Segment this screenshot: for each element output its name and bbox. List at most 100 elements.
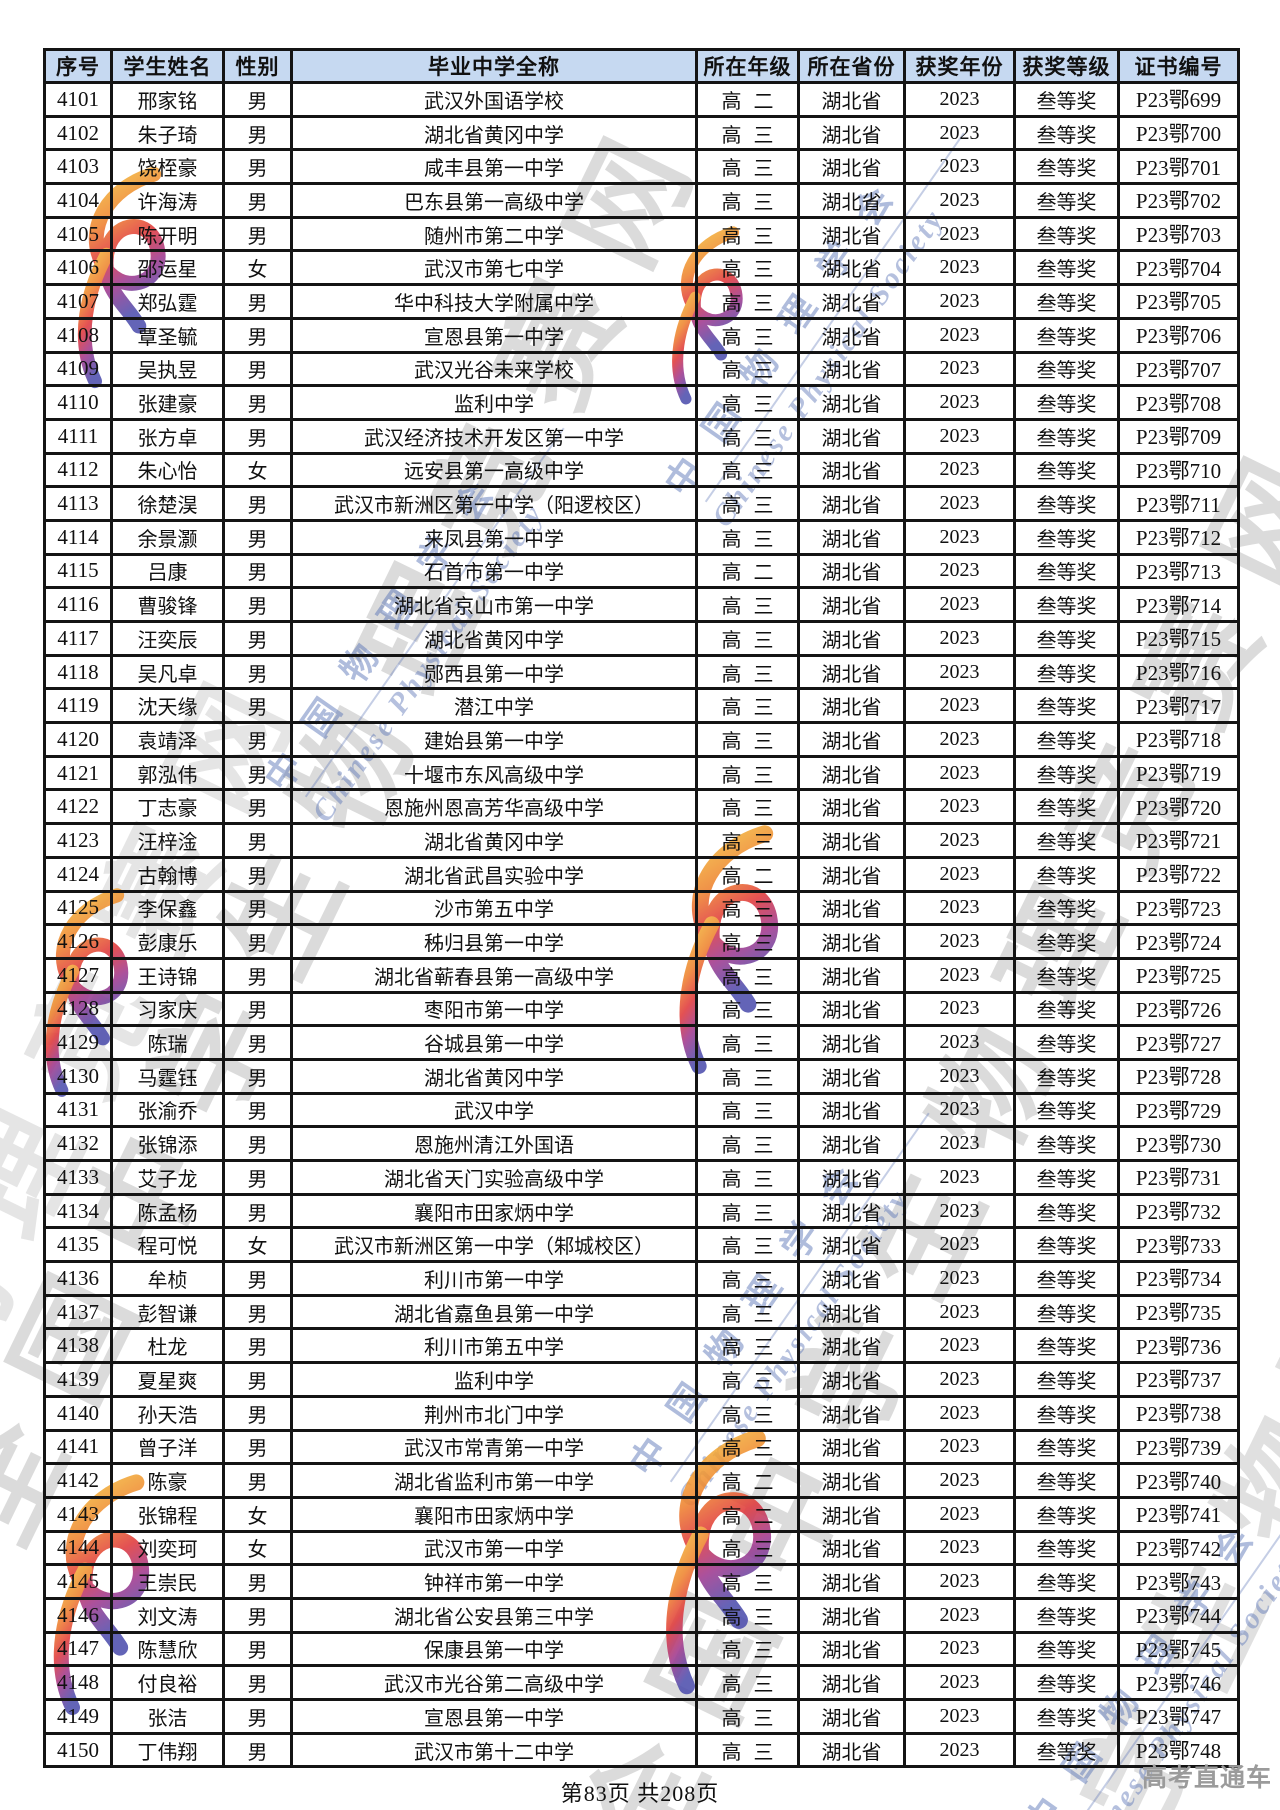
table-cell: 高三 xyxy=(695,1293,800,1331)
table-cell: 叁等奖 xyxy=(1013,1361,1120,1398)
table-cell: 男 xyxy=(222,822,293,859)
table-cell: P23鄂715 xyxy=(1117,620,1240,657)
table-cell: 4123 xyxy=(43,822,113,859)
table-cell: 4140 xyxy=(43,1394,113,1432)
table-cell: 2023 xyxy=(903,215,1016,253)
table-cell: 4143 xyxy=(43,1495,113,1533)
table-cell: 叁等奖 xyxy=(1013,485,1120,522)
table-cell: 2023 xyxy=(903,1596,1016,1634)
table-cell: 湖北省 xyxy=(797,417,906,455)
table-cell: P23鄂699 xyxy=(1117,81,1240,118)
table-cell: 2023 xyxy=(903,855,1016,893)
table-cell: 4132 xyxy=(43,1125,113,1162)
table-cell: 男 xyxy=(222,1563,293,1600)
table-cell: 男 xyxy=(222,384,293,421)
table-cell: 华中科技大学附属中学 xyxy=(290,283,698,320)
table-cell: 宣恩县第一中学 xyxy=(290,1698,698,1735)
table-cell: 湖北省嘉鱼县第一中学 xyxy=(290,1293,698,1331)
table-cell: 4150 xyxy=(43,1731,113,1769)
table-cell: 叁等奖 xyxy=(1013,923,1120,960)
table-cell: P23鄂707 xyxy=(1117,350,1240,388)
table-cell: 叁等奖 xyxy=(1013,451,1120,489)
table-cell: 4119 xyxy=(43,687,113,725)
table-cell: 潜江中学 xyxy=(290,687,698,725)
table-row: 4132 张锦添男恩施州清江外国语 高三 湖北省 2023 叁等奖 P23鄂730 xyxy=(43,1125,1240,1162)
table-cell: 湖北省 xyxy=(797,1529,906,1567)
table-row: 4114 余景灏男来凤县第一中学 高三 湖北省 2023 叁等奖 P23鄂712 xyxy=(43,518,1240,556)
table-cell: 叁等奖 xyxy=(1013,788,1120,826)
table-cell: 湖北省 xyxy=(797,586,906,623)
table-cell: 程可悦 xyxy=(110,1226,225,1264)
table-cell: P23鄂737 xyxy=(1117,1361,1240,1398)
table-cell: P23鄂705 xyxy=(1117,283,1240,320)
table-cell: 叁等奖 xyxy=(1013,215,1120,253)
table-cell: P23鄂724 xyxy=(1117,923,1240,960)
table-cell: 男 xyxy=(222,687,293,725)
table-cell: 武汉市第七中学 xyxy=(290,249,698,287)
table-cell: 2023 xyxy=(903,1091,1016,1129)
table-cell: 2023 xyxy=(903,956,1016,994)
table-cell: 湖北省 xyxy=(797,1394,906,1432)
table-cell: 武汉中学 xyxy=(290,1091,698,1129)
header-certificate-no: 证书编号 xyxy=(1117,48,1240,84)
table-cell: 高二 xyxy=(695,855,800,893)
table-cell: 2023 xyxy=(903,1428,1016,1466)
table-cell: 陈开明 xyxy=(110,215,225,253)
table-cell: 男 xyxy=(222,1731,293,1769)
header-award-year: 获奖年份 xyxy=(903,48,1016,84)
table-cell: 男 xyxy=(222,788,293,826)
table-cell: 4126 xyxy=(43,923,113,960)
table-cell: 湖北省 xyxy=(797,552,906,590)
table-cell: 叁等奖 xyxy=(1013,518,1120,556)
table-cell: 湖北省 xyxy=(797,1462,906,1499)
table-cell: 高三 xyxy=(695,788,800,826)
table-cell: 4139 xyxy=(43,1361,113,1398)
table-cell: 4141 xyxy=(43,1428,113,1466)
table-cell: P23鄂744 xyxy=(1117,1596,1240,1634)
table-cell: 牟桢 xyxy=(110,1260,225,1297)
table-cell: 陈孟杨 xyxy=(110,1192,225,1230)
table-cell: 高三 xyxy=(695,1664,800,1701)
table-cell: 4145 xyxy=(43,1563,113,1600)
table-cell: 2023 xyxy=(903,1226,1016,1264)
table-cell: 丁伟翔 xyxy=(110,1731,225,1769)
table-header: 序号 学生姓名 性别 毕业中学全称 所在年级 所在省份 获奖年份 获奖等级 证书… xyxy=(43,48,1240,84)
table-row: 4111 张方卓男武汉经济技术开发区第一中学 高三 湖北省 2023 叁等奖 P23鄂709 xyxy=(43,417,1240,455)
table-cell: 4117 xyxy=(43,620,113,657)
table-cell: 湖北省 xyxy=(797,1596,906,1634)
table-cell: 4106 xyxy=(43,249,113,287)
table-row: 4149 张洁男宣恩县第一中学 高三 湖北省 2023 叁等奖 P23鄂747 xyxy=(43,1698,1240,1735)
table-cell: 叁等奖 xyxy=(1013,1462,1120,1499)
table-cell: 湖北省 xyxy=(797,1664,906,1701)
table-cell: 2023 xyxy=(903,1024,1016,1061)
table-cell: 湖北省 xyxy=(797,1260,906,1297)
table-cell: 2023 xyxy=(903,485,1016,522)
table-cell: 襄阳市田家炳中学 xyxy=(290,1192,698,1230)
table-cell: P23鄂702 xyxy=(1117,182,1240,219)
table-cell: 4101 xyxy=(43,81,113,118)
table-cell: 陈慧欣 xyxy=(110,1630,225,1668)
table-cell: 2023 xyxy=(903,923,1016,960)
table-cell: 叁等奖 xyxy=(1013,956,1120,994)
table-cell: P23鄂727 xyxy=(1117,1024,1240,1061)
table-cell: P23鄂734 xyxy=(1117,1260,1240,1297)
table-cell: 高三 xyxy=(695,1529,800,1567)
table-row: 4115 吕康男石首市第一中学 高二 湖北省 2023 叁等奖 P23鄂713 xyxy=(43,552,1240,590)
table-cell: 湖北省 xyxy=(797,384,906,421)
table-cell: 朱子琦 xyxy=(110,114,225,152)
table-cell: 2023 xyxy=(903,889,1016,927)
table-cell: 湖北省 xyxy=(797,889,906,927)
table-cell: 高三 xyxy=(695,1057,800,1095)
table-cell: 高三 xyxy=(695,1563,800,1600)
table-cell: 叁等奖 xyxy=(1013,1125,1120,1162)
table-cell: 叁等奖 xyxy=(1013,653,1120,691)
table-cell: 2023 xyxy=(903,620,1016,657)
table-cell: 高三 xyxy=(695,148,800,186)
table-cell: 随州市第二中学 xyxy=(290,215,698,253)
table-cell: 彭康乐 xyxy=(110,923,225,960)
table-row: 4102 朱子琦男湖北省黄冈中学 高三 湖北省 2023 叁等奖 P23鄂700 xyxy=(43,114,1240,152)
table-cell: 郑弘霆 xyxy=(110,283,225,320)
table-cell: 汪梓淦 xyxy=(110,822,225,859)
table-cell: 袁靖泽 xyxy=(110,721,225,758)
